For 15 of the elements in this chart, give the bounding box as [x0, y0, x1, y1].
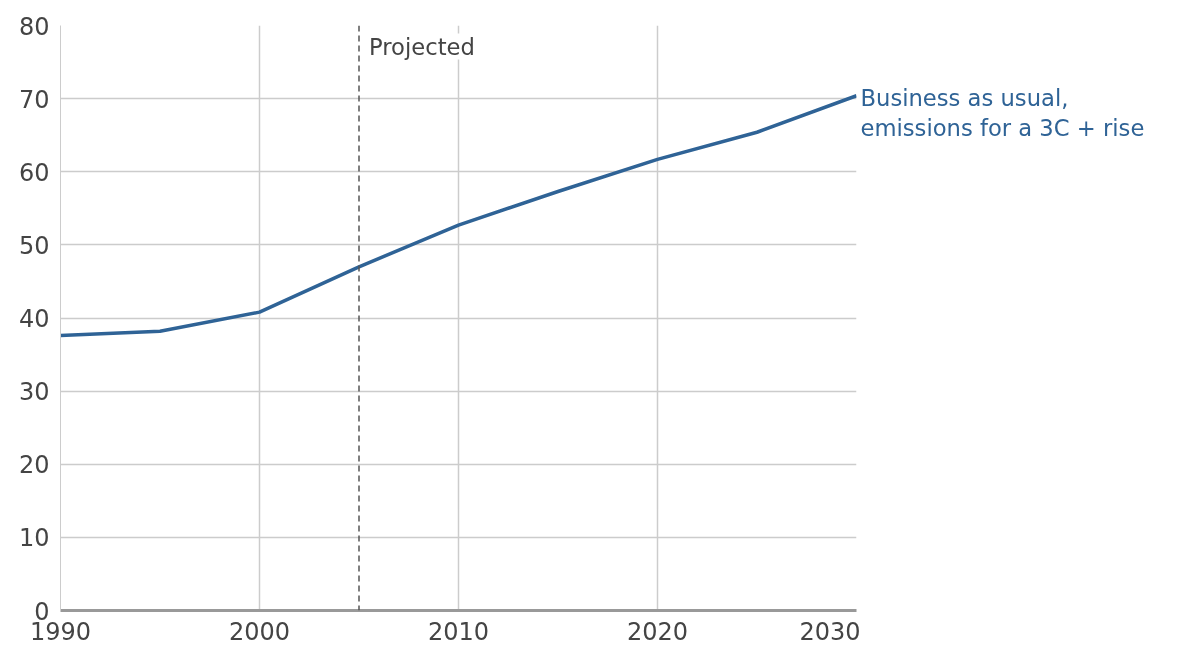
- x-tick-label: 2010: [427, 617, 490, 646]
- y-tick-label: 70: [18, 85, 50, 114]
- y-tick-label: 40: [18, 305, 50, 333]
- x-tick-label: 2000: [228, 617, 291, 646]
- y-tick-label: 20: [18, 451, 50, 480]
- x-tick-label: 2020: [626, 617, 689, 646]
- y-tick-label: 30: [18, 378, 50, 407]
- x-tick-label: 2030: [799, 617, 861, 646]
- ref-line-label: Projected: [369, 33, 475, 60]
- series-label: Business as usual, emissions for a 3C + rise: [860, 84, 1145, 141]
- y-tick-label: 80: [18, 12, 50, 41]
- y-tick-label: 60: [18, 158, 50, 187]
- line-series: [60, 93, 857, 338]
- y-tick-label: 50: [18, 231, 50, 260]
- y-tick-label: 10: [18, 524, 50, 553]
